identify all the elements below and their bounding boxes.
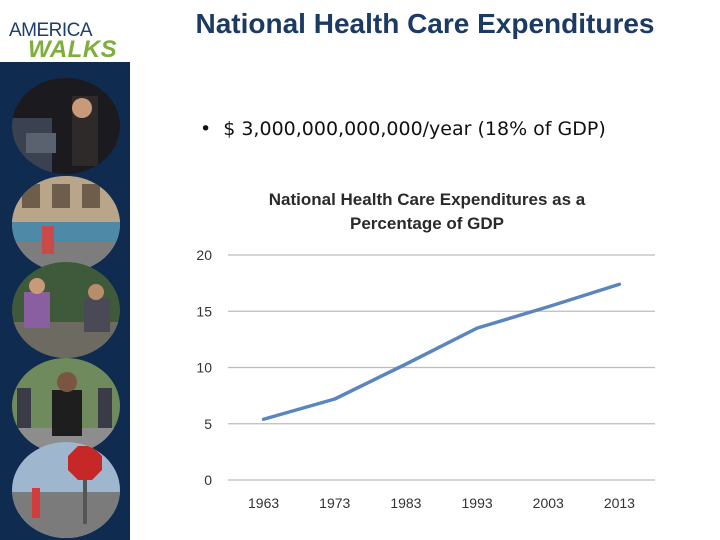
bullet-item: • $ 3,000,000,000,000/year (18% of GDP): [200, 118, 606, 140]
y-tick-label: 0: [204, 472, 212, 488]
stop-sign-photo: [12, 442, 120, 538]
chart-title: National Health Care Expenditures as a P…: [222, 188, 632, 236]
logo-text-america: AMERICA: [9, 20, 93, 41]
slide-title: National Health Care Expenditures: [195, 8, 655, 39]
x-tick-label: 1983: [390, 495, 421, 511]
walker-photo: [12, 358, 120, 454]
bullet-text: $ 3,000,000,000,000/year (18% of GDP): [223, 118, 606, 140]
sidebar: AMERICA WALKS: [0, 0, 130, 540]
x-tick-label: 2013: [604, 495, 635, 511]
y-tick-label: 15: [196, 303, 212, 319]
x-tick-label: 1963: [248, 495, 279, 511]
speaker-photo: [12, 78, 120, 174]
x-tick-label: 1993: [462, 495, 493, 511]
y-tick-label: 10: [196, 360, 212, 376]
street-photo: [12, 176, 120, 272]
x-tick-label: 1973: [319, 495, 350, 511]
y-tick-label: 20: [196, 247, 212, 263]
chart-title-line-1: National Health Care Expenditures as a: [268, 190, 586, 209]
series-line: [261, 282, 622, 421]
logo-text-walks: WALKS: [28, 36, 118, 63]
line-chart: 0 5 10 15 20 1963 1973 1983 1993 2003 2013: [196, 247, 655, 511]
wheelchair-users-photo: [12, 262, 120, 358]
y-tick-label: 5: [204, 416, 212, 432]
chart-title-line-2: Percentage of GDP: [350, 214, 504, 233]
america-walks-logo: AMERICA WALKS: [0, 0, 130, 63]
bullet-icon: •: [200, 118, 212, 140]
x-tick-label: 2003: [533, 495, 564, 511]
